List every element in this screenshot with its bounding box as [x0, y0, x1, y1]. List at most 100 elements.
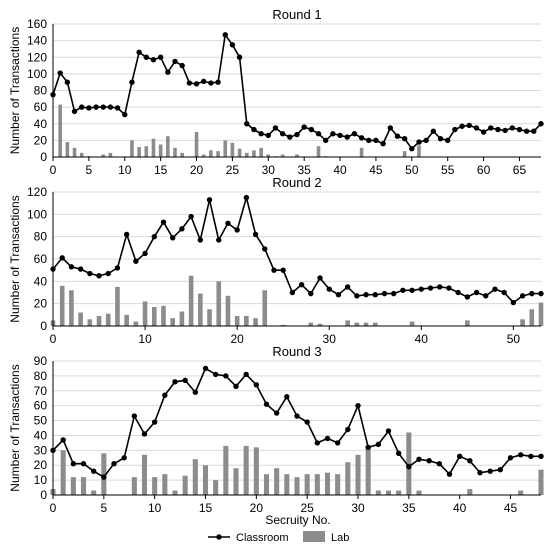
- classroom-point: [182, 377, 188, 384]
- lab-bar: [182, 475, 188, 495]
- lab-bar: [72, 147, 77, 157]
- classroom-line: [52, 194, 541, 304]
- lab-bar: [280, 324, 286, 326]
- lab-bar: [237, 148, 242, 157]
- classroom-line: [52, 32, 542, 150]
- y-tick-label: 10: [34, 473, 48, 487]
- classroom-point: [355, 402, 361, 409]
- classroom-point: [517, 452, 524, 458]
- lab-bar: [314, 474, 320, 495]
- lab-bar: [96, 315, 102, 326]
- legend-lab-swatch-icon: [303, 531, 325, 542]
- chart-round-2: Round 2 0 20 40 60 80 100 120 0 10 20 30 40 50 Number …: [8, 175, 544, 346]
- classroom-point: [531, 128, 537, 134]
- lab-bar: [538, 469, 544, 495]
- y-tick-label: 20: [34, 297, 48, 311]
- classroom-point: [406, 464, 412, 470]
- classroom-point: [287, 134, 293, 140]
- classroom-point: [528, 453, 534, 459]
- classroom-point: [459, 123, 465, 129]
- classroom-point: [57, 70, 63, 76]
- lab-bar: [78, 312, 83, 326]
- y-tick-label: 0: [40, 319, 47, 333]
- classroom-point: [373, 137, 379, 144]
- classroom-point: [344, 284, 351, 290]
- classroom-point: [186, 80, 193, 86]
- classroom-point: [538, 453, 544, 459]
- lab-bar: [317, 323, 323, 326]
- lab-bar: [355, 454, 361, 495]
- classroom-point: [507, 455, 514, 461]
- classroom-point: [387, 125, 393, 131]
- classroom-point: [243, 194, 250, 201]
- classroom-point: [372, 292, 378, 298]
- classroom-point: [301, 124, 307, 130]
- lab-bar: [133, 321, 139, 326]
- lab-bar: [213, 480, 219, 495]
- classroom-point: [473, 289, 480, 296]
- classroom-point: [165, 69, 171, 75]
- x-tick-label: 35: [297, 163, 311, 177]
- x-tick-label: 10: [148, 501, 162, 515]
- classroom-point: [426, 458, 432, 464]
- y-tick-label: 80: [34, 369, 48, 383]
- y-tick-label: 20: [34, 133, 48, 147]
- classroom-point: [337, 132, 343, 139]
- x-tick-label: 55: [441, 163, 455, 177]
- x-tick-label: 25: [300, 501, 314, 515]
- x-tick-label: 15: [199, 501, 213, 515]
- lab-bar: [363, 322, 369, 326]
- classroom-point: [215, 79, 221, 85]
- y-tick-label: 140: [27, 34, 47, 48]
- lab-bar: [225, 295, 231, 326]
- x-tick-label: 40: [333, 163, 347, 177]
- classroom-point: [233, 383, 239, 390]
- lab-bar: [70, 477, 76, 495]
- classroom-point: [179, 226, 185, 232]
- classroom-point: [509, 125, 515, 131]
- lab-bar: [161, 305, 166, 326]
- classroom-point: [122, 111, 128, 118]
- classroom-point: [317, 275, 323, 281]
- lab-bar: [58, 104, 62, 157]
- classroom-point: [141, 431, 148, 437]
- classroom-point: [308, 126, 315, 133]
- lab-bar: [345, 462, 351, 495]
- lab-bar: [345, 320, 350, 326]
- lab-bar: [194, 132, 199, 157]
- lab-bar: [520, 319, 525, 326]
- classroom-point: [502, 127, 508, 134]
- x-axis-label: Secruity No.: [265, 513, 330, 527]
- classroom-point: [111, 461, 117, 467]
- lab-bar: [172, 490, 178, 495]
- lab-bar: [406, 432, 412, 495]
- lab-bar: [59, 285, 65, 326]
- lab-bar: [538, 302, 544, 326]
- classroom-point: [323, 137, 329, 144]
- classroom-point: [488, 125, 494, 131]
- classroom-point: [334, 440, 341, 446]
- classroom-point: [222, 32, 228, 38]
- lab-bar: [465, 320, 470, 326]
- classroom-point: [477, 469, 483, 476]
- classroom-point: [314, 440, 321, 446]
- classroom-point: [202, 365, 209, 372]
- lab-bar: [173, 147, 177, 157]
- classroom-point: [179, 62, 185, 69]
- lab-bar: [529, 309, 535, 326]
- classroom-point: [157, 54, 164, 60]
- classroom-point: [150, 57, 157, 63]
- x-tick-label: 50: [507, 332, 521, 346]
- lab-bar: [308, 322, 314, 326]
- x-tick-label: 0: [50, 163, 57, 177]
- classroom-point: [60, 437, 66, 443]
- classroom-point: [229, 42, 236, 48]
- classroom-point: [289, 289, 296, 296]
- classroom-point: [208, 80, 214, 86]
- classroom-point: [136, 49, 142, 55]
- x-tick-label: 35: [402, 501, 416, 515]
- lab-bar: [223, 445, 229, 495]
- classroom-point: [416, 139, 422, 145]
